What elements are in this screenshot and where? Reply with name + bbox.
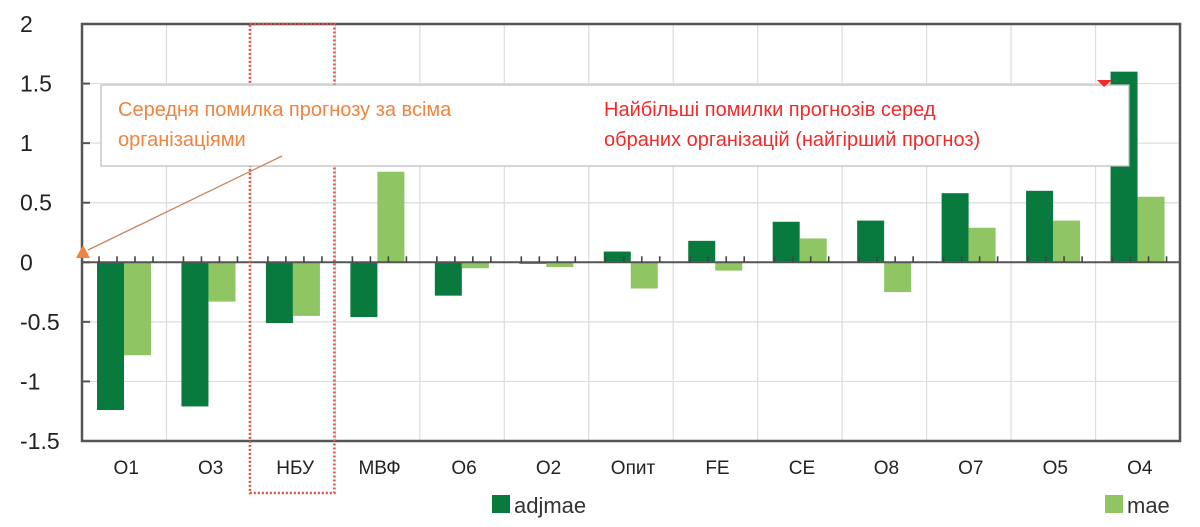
annotation-average-error-line1: Середня помилка прогнозу за всіма <box>118 99 452 121</box>
y-tick-label: 1.5 <box>20 71 52 97</box>
legend-label-adjmae: adjmae <box>514 493 586 518</box>
annotation-largest-errors-line1: Найбільші помилки прогнозів серед <box>604 99 936 121</box>
legend-swatch-adjmae <box>492 495 510 513</box>
bar-mae <box>124 262 151 356</box>
axes <box>80 22 1182 443</box>
x-tick-label: О8 <box>874 458 899 479</box>
x-tick-label: О2 <box>536 458 561 479</box>
bar-adjmae <box>265 262 293 324</box>
bar-adjmae <box>181 262 209 407</box>
x-tick-label: О4 <box>1127 458 1153 479</box>
x-axis-labels: О1 О3 НБУ МВФ О6 О2 Опит FE CE О8 О7 О5 О4 <box>114 458 1153 479</box>
x-tick-label: О1 <box>114 458 139 479</box>
x-tick-label: Опит <box>611 458 656 479</box>
largest-error-arrowhead-icon <box>1097 80 1112 87</box>
x-tick-label: МВФ <box>358 458 400 479</box>
y-tick-label: 1 <box>20 130 33 156</box>
legend-swatch-mae <box>1105 495 1123 513</box>
y-tick-label: 0.5 <box>20 190 52 216</box>
average-error-arrowhead-icon <box>76 245 90 258</box>
average-error-arrow-line <box>87 155 283 251</box>
bar-mae <box>546 262 574 268</box>
bar-mae <box>968 227 996 263</box>
y-tick-label: -1.5 <box>20 428 60 454</box>
y-tick-label: 0 <box>20 249 33 275</box>
legend-label-mae: mae <box>1127 493 1170 518</box>
bar-adjmae <box>603 251 631 263</box>
y-axis-ticks: 2 1.5 1 0.5 0 -0.5 -1 -1.5 <box>20 11 60 454</box>
bar-mae <box>884 262 912 293</box>
bar-mae <box>292 262 320 316</box>
bar-adjmae <box>688 240 716 263</box>
legend: adjmae mae <box>492 493 1170 518</box>
y-tick-label: -0.5 <box>20 309 60 335</box>
bar-adjmae <box>350 262 378 318</box>
annotation-average-error-line2: організаціями <box>118 129 246 151</box>
plot-frame <box>80 22 1182 443</box>
bar-adjmae <box>97 262 124 411</box>
x-tick-label: CE <box>789 458 815 479</box>
bar-mae <box>799 238 827 263</box>
bar-mae <box>1137 196 1165 263</box>
bar-adjmae <box>434 262 462 296</box>
x-tick-label: О7 <box>958 458 983 479</box>
bar-mae <box>1053 220 1081 263</box>
y-tick-label: -1 <box>20 368 40 394</box>
highlight-box-nbu <box>248 22 336 495</box>
bar-adjmae <box>772 221 800 263</box>
bar-mae <box>461 262 489 269</box>
bar-mae <box>715 262 743 271</box>
annotation-arrows <box>76 80 1112 258</box>
bar-mae <box>208 262 236 302</box>
annotation-box: Середня помилка прогнозу за всіма органі… <box>100 84 1130 167</box>
y-tick-label: 2 <box>20 11 33 37</box>
bar-mae <box>377 171 405 263</box>
x-tick-label: О3 <box>198 458 223 479</box>
x-tick-label: НБУ <box>276 458 315 479</box>
x-tick-label: О6 <box>451 458 476 479</box>
bar-adjmae <box>1026 190 1054 263</box>
annotation-largest-errors-line2: обраних організацій (найгірший прогноз) <box>604 129 980 151</box>
x-tick-label: О5 <box>1043 458 1068 479</box>
x-tick-label: FE <box>705 458 729 479</box>
bar-mae <box>630 262 658 289</box>
bar-adjmae <box>857 220 885 263</box>
bar-adjmae <box>941 193 969 263</box>
